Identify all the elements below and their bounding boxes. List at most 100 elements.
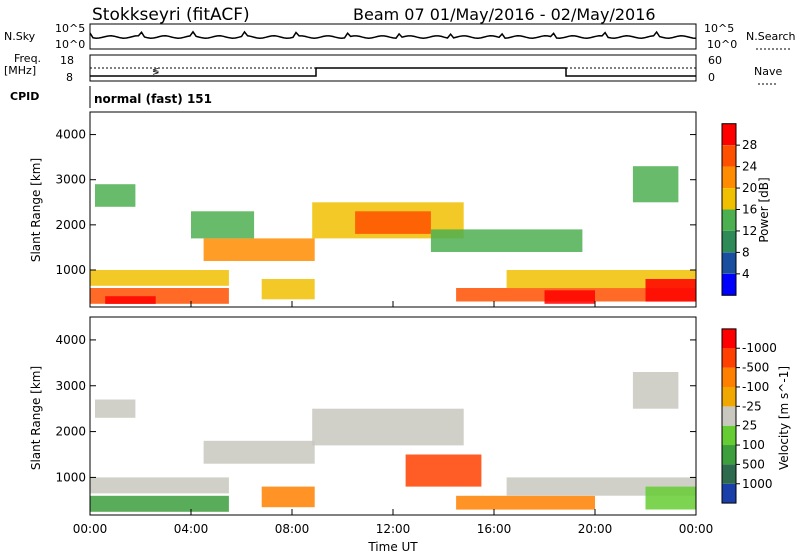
- velocity-y-ticks: 1000 2000 3000 4000: [55, 333, 696, 484]
- colorbar-segment: [722, 328, 736, 349]
- beam-date-title: Beam 07 01/May/2016 - 02/May/2016: [353, 5, 656, 24]
- nsky-trace: [89, 30, 697, 39]
- colorbar-segment: [722, 464, 736, 484]
- x-tick-label: 00:00: [73, 522, 108, 536]
- echo-region: [456, 495, 595, 510]
- nsky-axis-right-top: 10^5: [704, 22, 734, 35]
- nsky-axis-top: 10^5: [55, 22, 85, 35]
- colorbar-segment: [722, 209, 736, 231]
- colorbar-segment: [722, 406, 736, 426]
- nave-axis-top: 60: [708, 54, 722, 67]
- colorbar-segment: [722, 387, 736, 407]
- colorbar-segment: [722, 252, 736, 274]
- echo-region: [645, 279, 696, 302]
- cpid-text: normal (fast) 151: [94, 92, 212, 106]
- y-tick-label: 3000: [55, 173, 86, 187]
- x-tick-label: 00:00: [679, 522, 714, 536]
- nave-axis-bottom: 0: [708, 71, 715, 84]
- echo-region: [312, 408, 464, 446]
- freq-unit: [MHz]: [4, 64, 36, 77]
- x-tick-label: 08:00: [275, 522, 310, 536]
- echo-region: [203, 440, 315, 464]
- colorbar-segment: [722, 123, 736, 146]
- echo-region: [261, 486, 315, 508]
- power-y-label: Slant Range [km]: [29, 158, 43, 262]
- freq-strip: ≶ Freq. [MHz] 18 8 60 0 Nave: [4, 52, 782, 85]
- freq-trace: [90, 67, 696, 77]
- nsky-label: N.Sky: [4, 30, 36, 43]
- velocity-colorbar: 1000 500 100 25 -25 -100 -500 -1000: [721, 328, 777, 504]
- colorbar-segment: [722, 188, 736, 210]
- colorbar-segment: [722, 445, 736, 465]
- time-x-axis: 00:00 04:00 08:00 12:00 16:00 20:00 00:00: [73, 301, 714, 536]
- echo-region: [430, 229, 583, 252]
- colorbar-tick-label: 25: [742, 419, 757, 433]
- freq-axis-top: 18: [60, 54, 74, 67]
- echo-region: [632, 166, 679, 203]
- echo-region: [632, 372, 679, 409]
- power-colorbar: 4 8 12 16 20 24 28: [721, 123, 757, 296]
- colorbar-tick-label: 4: [742, 267, 750, 281]
- y-tick-label: 4000: [55, 333, 86, 347]
- echo-region: [191, 211, 255, 239]
- colorbar-tick-label: 100: [742, 438, 765, 452]
- x-tick-label: 20:00: [578, 522, 613, 536]
- nsearch-label: N.Search: [746, 30, 796, 43]
- velocity-y-label: Slant Range [km]: [29, 366, 43, 470]
- x-tick-label: 04:00: [174, 522, 209, 536]
- x-axis-label: Time UT: [367, 540, 418, 554]
- nave-label: Nave: [754, 65, 782, 78]
- station-title: Stokkseyri (fitACF): [92, 5, 250, 25]
- power-data-layer: [90, 166, 696, 304]
- echo-region: [105, 296, 156, 304]
- y-tick-label: 2000: [55, 425, 86, 439]
- colorbar-tick-label: 28: [742, 138, 757, 152]
- power-colorbar-label: Power [dB]: [757, 177, 771, 242]
- colorbar-tick-label: 8: [742, 245, 750, 259]
- colorbar-tick-label: 1000: [742, 477, 773, 491]
- y-tick-label: 1000: [55, 263, 86, 277]
- echo-region: [203, 238, 315, 261]
- echo-region: [355, 211, 431, 234]
- power-panel: 1000 2000 3000 4000 Slant Range [km] 4 8 12 16…: [29, 111, 771, 308]
- echo-region: [95, 399, 136, 418]
- echo-region: [90, 477, 229, 494]
- echo-region: [405, 454, 482, 487]
- nsky-strip: N.Sky 10^5 10^0 10^5 10^0 N.Search: [4, 22, 796, 51]
- colorbar-segment: [722, 425, 736, 446]
- colorbar-tick-label: -500: [742, 361, 769, 375]
- y-tick-label: 1000: [55, 470, 86, 484]
- colorbar-tick-label: 24: [742, 160, 757, 174]
- colorbar-segment: [722, 348, 736, 368]
- colorbar-tick-label: 16: [742, 203, 757, 217]
- colorbar-tick-label: 12: [742, 224, 757, 238]
- colorbar-tick-label: -25: [742, 399, 762, 413]
- freq-axis-bottom: 8: [66, 71, 73, 84]
- colorbar-tick-label: -100: [742, 380, 769, 394]
- freq-glitch-mark: ≶: [152, 67, 160, 77]
- colorbar-segment: [722, 367, 736, 387]
- y-tick-label: 4000: [55, 128, 86, 142]
- colorbar-segment: [722, 166, 736, 188]
- echo-region: [90, 270, 229, 286]
- colorbar-tick-label: -1000: [742, 341, 777, 355]
- echo-region: [645, 486, 696, 510]
- colorbar-segment: [722, 483, 736, 504]
- colorbar-segment: [722, 145, 736, 167]
- x-tick-label: 16:00: [477, 522, 512, 536]
- echo-region: [544, 290, 595, 304]
- cpid-label: CPID: [10, 90, 39, 103]
- colorbar-segment: [722, 230, 736, 253]
- echo-region: [90, 495, 229, 512]
- velocity-colorbar-label: Velocity [m s^-1]: [777, 366, 791, 470]
- freq-label: Freq.: [14, 52, 41, 65]
- colorbar-tick-label: 20: [742, 181, 757, 195]
- colorbar-frame: [721, 328, 737, 504]
- echo-region: [261, 279, 315, 300]
- colorbar-segment: [722, 273, 736, 296]
- colorbar-tick-label: 500: [742, 457, 765, 471]
- nsky-axis-right-bottom: 10^0: [707, 38, 737, 51]
- y-tick-label: 3000: [55, 379, 86, 393]
- velocity-data-layer: [90, 372, 696, 512]
